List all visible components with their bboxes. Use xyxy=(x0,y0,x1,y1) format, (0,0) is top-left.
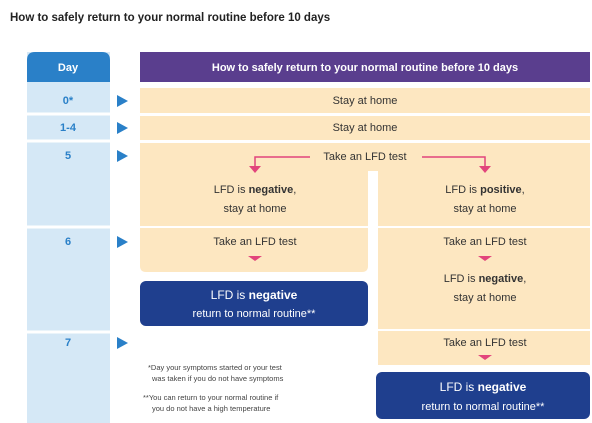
day-label: 1-4 xyxy=(60,122,77,134)
footnote: **You can return to your normal routine … xyxy=(143,393,279,402)
result: stay at home xyxy=(454,203,517,215)
day-label: 7 xyxy=(65,337,71,349)
day-header-bg xyxy=(27,52,110,82)
day-label: 5 xyxy=(65,150,71,162)
day-label: 6 xyxy=(65,236,71,248)
banner-bg xyxy=(140,52,590,82)
step: Take an LFD test xyxy=(443,236,526,248)
day-header: Day xyxy=(58,62,79,74)
outcome-box xyxy=(376,372,590,419)
outcome: return to normal routine** xyxy=(422,401,546,413)
outcome-box xyxy=(140,281,368,326)
result: LFD is negative, xyxy=(444,273,527,285)
branch-lines xyxy=(254,156,486,168)
result: LFD is positive, xyxy=(445,184,524,196)
day-separators xyxy=(27,112,110,334)
day-label: 0* xyxy=(63,95,74,107)
footnote: *Day your symptoms started or your test xyxy=(148,363,283,372)
row-text: Stay at home xyxy=(333,122,398,134)
result: LFD is negative, xyxy=(214,184,297,196)
result: stay at home xyxy=(224,203,287,215)
row-text: Stay at home xyxy=(333,95,398,107)
pink-arrows xyxy=(248,166,492,360)
step: Take an LFD test xyxy=(213,236,296,248)
result: stay at home xyxy=(454,292,517,304)
banner: How to safely return to your normal rout… xyxy=(212,62,518,74)
row-text: Take an LFD test xyxy=(323,151,406,163)
outcome: return to normal routine** xyxy=(193,308,317,320)
heading: How to safely return to your normal rout… xyxy=(10,12,330,24)
row-arrows xyxy=(117,95,128,349)
step: Take an LFD test xyxy=(443,337,526,349)
footnote: was taken if you do not have symptoms xyxy=(151,374,284,383)
beige-panels xyxy=(140,88,590,365)
outcome: LFD is negative xyxy=(440,380,527,394)
panel-separators xyxy=(140,226,590,331)
outcome: LFD is negative xyxy=(211,288,298,302)
footnote: you do not have a high temperature xyxy=(152,404,270,413)
